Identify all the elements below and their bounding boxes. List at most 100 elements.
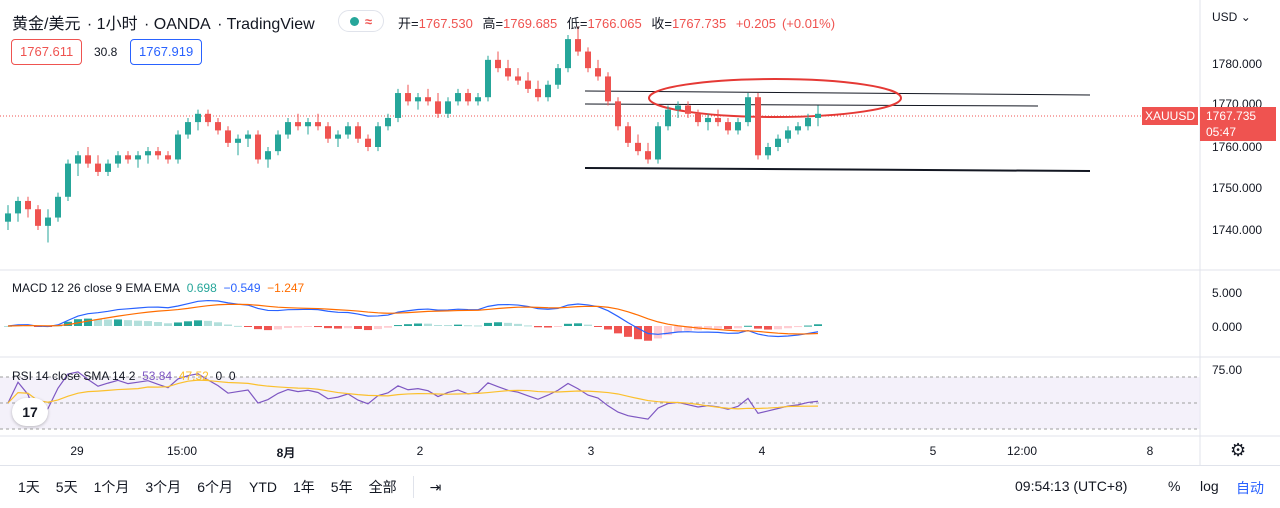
range-1y-button[interactable]: 1年: [292, 479, 315, 495]
tradingview-logo-icon[interactable]: 17: [12, 398, 48, 426]
macd-histogram-bar: [344, 326, 352, 329]
macd-histogram-bar: [244, 326, 252, 327]
auto-scale-toggle[interactable]: 自动: [1236, 480, 1264, 496]
log-toggle[interactable]: log: [1200, 478, 1219, 494]
time-axis-label: 8: [1146, 444, 1154, 458]
support-line: [584, 167, 1091, 172]
time-axis-label: 5: [929, 444, 937, 458]
macd-histogram-bar: [714, 326, 722, 329]
range-5d-button[interactable]: 5天: [55, 479, 78, 495]
candle-body: [5, 213, 11, 222]
change-value: +0.205: [735, 16, 776, 31]
macd-histogram-bar: [114, 319, 122, 326]
clock[interactable]: 09:54:13 (UTC+8): [1015, 478, 1128, 494]
candle-body: [415, 97, 421, 102]
candle-body: [195, 113, 201, 123]
range-all-button[interactable]: 全部: [368, 479, 397, 495]
macd-histogram-bar: [324, 326, 332, 329]
candle-body: [505, 68, 511, 77]
candle-body: [235, 138, 241, 143]
candle-body: [545, 84, 551, 98]
symbol-price-tag: XAUUSD: [1142, 107, 1198, 125]
macd-axis-label: 5.000: [1212, 286, 1243, 300]
macd-histogram-bar: [134, 320, 142, 326]
candle-body: [715, 117, 721, 123]
buy-button[interactable]: 1767.919: [130, 39, 203, 65]
macd-histogram-bar: [444, 325, 452, 327]
time-axis-label: 29: [70, 444, 84, 458]
open-value: 1767.530: [418, 16, 473, 31]
candle-body: [105, 163, 111, 172]
macd-histogram: [4, 318, 822, 341]
macd-legend[interactable]: MACD 12 26 close 9 EMA EMA 0.698 −0.549 …: [12, 281, 305, 295]
range-ytd-button[interactable]: YTD: [248, 479, 277, 495]
macd-histogram-bar: [594, 326, 602, 327]
candle-body: [755, 97, 761, 156]
low-value: 1766.065: [587, 16, 642, 31]
macd-line: [7, 299, 819, 338]
macd-histogram-bar: [544, 326, 552, 328]
candle-body: [555, 68, 561, 85]
candle-body: [275, 134, 281, 152]
candle-body: [445, 101, 451, 114]
macd-histogram-bar: [354, 326, 362, 329]
macd-histogram-bar: [804, 325, 812, 327]
macd-histogram-bar: [764, 326, 772, 330]
macd-histogram-bar: [334, 326, 342, 329]
macd-histogram-bar: [534, 326, 542, 328]
candle-body: [815, 113, 821, 118]
candle-body: [335, 134, 341, 139]
rsi-legend[interactable]: RSI 14 close SMA 14 2 53.84 47.52 0 0: [12, 369, 236, 383]
sell-button[interactable]: 1767.611: [11, 39, 83, 65]
range-1m-button[interactable]: 1个月: [93, 479, 130, 495]
market-status-pill[interactable]: ≈: [338, 10, 384, 32]
macd-histogram-bar: [414, 323, 422, 326]
candle-body: [155, 151, 161, 156]
candle-body: [475, 97, 481, 102]
candle-body: [455, 93, 461, 102]
candle-body: [665, 109, 671, 127]
percent-toggle[interactable]: %: [1168, 478, 1181, 494]
macd-histogram-bar: [104, 319, 112, 326]
goto-date-icon[interactable]: ⇥: [429, 478, 442, 495]
macd-histogram-bar: [4, 326, 12, 327]
time-axis-label: 4: [758, 444, 766, 458]
macd-histogram-bar: [164, 323, 172, 326]
macd-histogram-bar: [524, 325, 532, 327]
range-5y-button[interactable]: 5年: [330, 479, 353, 495]
candle-body: [125, 155, 131, 160]
macd-histogram-bar: [404, 324, 412, 326]
candle-body: [675, 105, 681, 110]
candle-body: [75, 155, 81, 164]
currency-selector[interactable]: USD ⌄: [1212, 10, 1251, 24]
candle-body: [265, 151, 271, 160]
candle-body: [215, 122, 221, 131]
time-axis-label: 8月: [276, 446, 296, 460]
candle-body: [395, 93, 401, 118]
price-axis-label: 1750.000: [1212, 181, 1263, 195]
macd-histogram-bar: [704, 326, 712, 330]
price-axis-label: 1740.000: [1212, 223, 1263, 237]
chart-canvas[interactable]: [0, 0, 1280, 465]
range-6m-button[interactable]: 6个月: [197, 479, 233, 495]
candle-body: [325, 126, 331, 139]
range-3m-button[interactable]: 3个月: [145, 479, 182, 495]
macd-histogram-bar: [584, 324, 592, 326]
candle-body: [355, 126, 361, 139]
candle-body: [185, 122, 191, 135]
candle-body: [225, 130, 231, 143]
macd-histogram-bar: [84, 318, 92, 326]
change-percent: (+0.01%): [781, 16, 836, 31]
macd-signal-line: [7, 303, 819, 335]
range-1d-button[interactable]: 1天: [18, 479, 40, 495]
macd-histogram-bar: [184, 321, 192, 326]
macd-histogram-bar: [374, 326, 382, 330]
symbol-title[interactable]: 黄金/美元 · 1小时 · OANDA · TradingView: [12, 16, 315, 33]
macd-histogram-bar: [254, 326, 262, 330]
divider: [412, 476, 414, 498]
candle-body: [375, 126, 381, 147]
macd-histogram-bar: [424, 323, 432, 326]
macd-histogram-bar: [494, 322, 502, 326]
gear-icon[interactable]: ⚙: [1230, 440, 1247, 460]
macd-histogram-bar: [794, 326, 802, 328]
